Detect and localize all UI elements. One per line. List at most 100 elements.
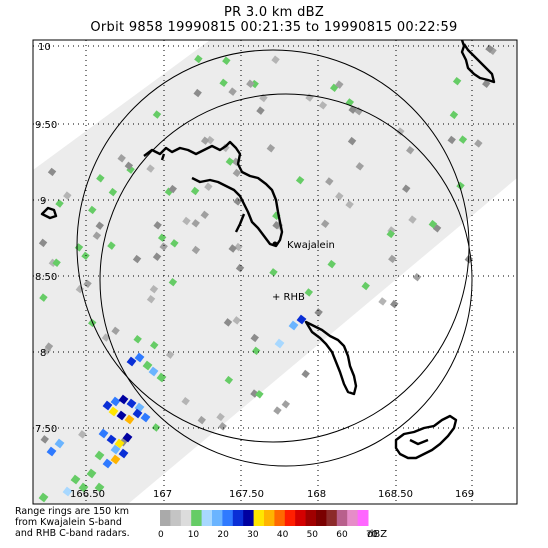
pixel [406, 145, 415, 155]
pixel [146, 294, 156, 304]
pixel [482, 79, 491, 88]
pixel [345, 200, 354, 209]
pixel [38, 492, 49, 503]
pixel [54, 438, 65, 449]
pixel [232, 316, 241, 325]
pixel [107, 241, 116, 250]
lat-tick-label: 7.50 [35, 424, 57, 435]
pixel [325, 177, 334, 186]
pixel [390, 299, 399, 309]
atoll-northwest [40, 206, 58, 220]
pixel [347, 136, 357, 146]
pixel [335, 192, 344, 201]
pixel [83, 279, 92, 289]
pixel [124, 161, 134, 170]
pixel [223, 318, 233, 327]
pixel [335, 80, 344, 89]
pixel [219, 78, 228, 88]
pixel [273, 406, 282, 415]
pixel [170, 239, 179, 248]
pixel [88, 205, 97, 215]
pixel [182, 216, 191, 226]
pixel [255, 390, 264, 399]
pixel [218, 422, 227, 431]
pixel [95, 221, 104, 230]
pixel [152, 252, 162, 261]
pixel [86, 468, 97, 479]
pixel [124, 414, 135, 425]
pixel [102, 458, 113, 469]
lon-tick-label: 169 [455, 489, 474, 500]
pixel [233, 197, 242, 206]
pixel [47, 167, 57, 177]
pixel [94, 450, 105, 461]
pixel [225, 157, 235, 166]
pixel [52, 258, 61, 267]
pixel [327, 259, 336, 269]
orbit-subtitle: Orbit 9858 19990815 00:21:35 to 19990815… [90, 20, 458, 35]
pixel [402, 184, 411, 193]
pixel [269, 268, 278, 277]
pixel [295, 175, 305, 185]
pixel [142, 360, 153, 371]
pixel [228, 87, 237, 96]
pixel [246, 79, 255, 88]
pixel [449, 110, 459, 120]
pixel [251, 346, 261, 356]
pixel [168, 277, 178, 287]
pixel [92, 231, 102, 240]
pixel [288, 320, 299, 331]
map-title: PR 3.0 km dBZ [223, 5, 325, 20]
pixel [266, 144, 276, 153]
pixel [228, 244, 237, 253]
pixel [148, 366, 159, 377]
pixel [301, 369, 310, 379]
pixel [165, 350, 175, 359]
pixel [98, 428, 109, 439]
pixel [40, 435, 49, 444]
pixel [150, 341, 159, 350]
pixel [110, 454, 121, 465]
pixel [108, 187, 118, 197]
pixel [204, 182, 213, 191]
pixel [412, 272, 422, 282]
pixel [149, 284, 159, 294]
pixel [62, 486, 73, 497]
pixel [320, 219, 330, 229]
pixel [235, 263, 245, 273]
kwajalein-label: Kwajalein [287, 240, 335, 251]
pixel [200, 210, 209, 220]
atoll-southeast-small [304, 320, 358, 396]
pixel [190, 186, 200, 196]
pixel [271, 55, 280, 64]
pixel [38, 238, 48, 248]
pixel [181, 396, 190, 406]
pixel [111, 326, 120, 336]
pixel [396, 127, 405, 136]
pixel [447, 135, 456, 145]
pixel [110, 444, 121, 455]
pixel [194, 54, 203, 64]
pixel [126, 356, 137, 367]
pixel [134, 352, 145, 363]
pixel [216, 412, 225, 422]
atoll-southeast-large [394, 414, 458, 460]
pixel [122, 432, 133, 443]
lat-tick-label: 9 [40, 196, 46, 207]
pixel [318, 101, 328, 110]
lat-tick-label: 10 [38, 42, 51, 53]
note-line: and RHB C-band radars. [15, 528, 130, 539]
pixel [232, 168, 242, 178]
pixel [102, 400, 113, 411]
pixel [46, 446, 57, 457]
lat-tick-label: 8 [40, 348, 46, 359]
pixel [234, 242, 243, 252]
pixel [132, 408, 143, 419]
rhb-label: + RHB [272, 292, 305, 303]
lon-tick-label: 167 [153, 489, 172, 500]
pixel [355, 162, 365, 171]
pixel [222, 56, 231, 65]
pixel [281, 400, 291, 409]
pixel [116, 410, 127, 421]
pixel [152, 110, 162, 119]
